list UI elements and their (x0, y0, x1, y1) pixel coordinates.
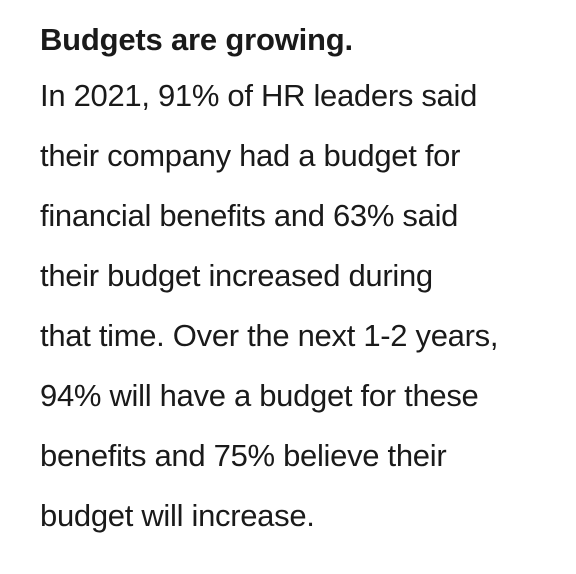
section-heading: Budgets are growing. (40, 22, 353, 57)
body-paragraph: In 2021, 91% of HR leaders said their co… (40, 66, 570, 546)
body-line: financial benefits and 63% said (40, 198, 459, 233)
body-line: budget will increase. (40, 498, 315, 533)
body-line: their budget increased during (40, 258, 433, 293)
body-line: 94% will have a budget for these (40, 378, 479, 413)
body-line: In 2021, 91% of HR leaders said (40, 78, 478, 113)
body-line: that time. Over the next 1-2 years, (40, 318, 499, 353)
body-line: benefits and 75% believe their (40, 438, 447, 473)
text-card: Budgets are growing. In 2021, 91% of HR … (40, 18, 570, 546)
body-line: their company had a budget for (40, 138, 461, 173)
